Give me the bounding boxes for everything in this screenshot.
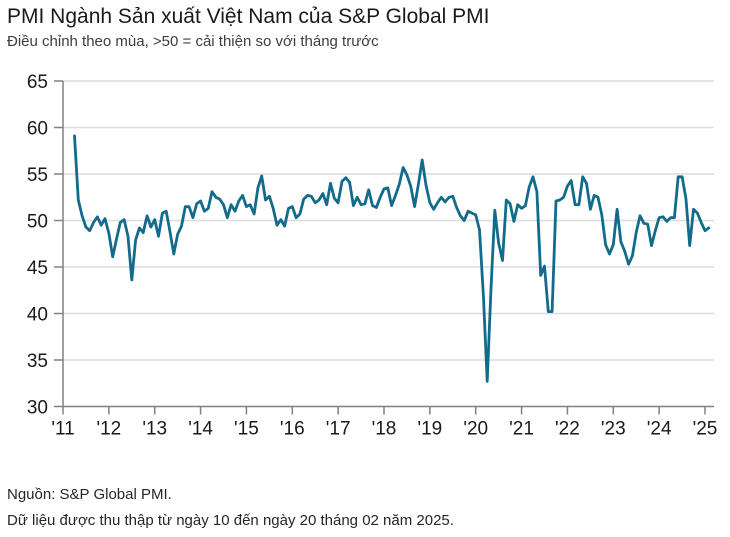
svg-text:'20: '20	[463, 419, 488, 440]
chart-subtitle: Điều chỉnh theo mùa, >50 = cải thiện so …	[7, 33, 379, 50]
svg-text:'13: '13	[142, 419, 167, 440]
svg-text:55: 55	[27, 165, 48, 186]
source-note: Nguồn: S&P Global PMI.	[7, 486, 172, 503]
svg-text:50: 50	[27, 212, 48, 233]
svg-text:40: 40	[27, 305, 48, 326]
svg-text:35: 35	[27, 351, 48, 372]
svg-text:'21: '21	[509, 419, 534, 440]
svg-text:'11: '11	[51, 419, 74, 440]
svg-text:'16: '16	[280, 419, 305, 440]
svg-text:65: 65	[27, 72, 48, 93]
svg-text:'18: '18	[372, 419, 397, 440]
svg-text:60: 60	[27, 119, 48, 140]
svg-text:'22: '22	[555, 419, 580, 440]
svg-text:'23: '23	[601, 419, 626, 440]
pmi-line-chart: 65 60 55 50 45 40 35 30'11 '12 '13 '14 '15 '16 '17 '18…	[27, 72, 718, 440]
page-title: PMI Ngành Sản xuất Việt Nam của S&P Glob…	[7, 5, 490, 28]
svg-text:'25: '25	[693, 419, 718, 440]
svg-text:45: 45	[27, 258, 48, 279]
svg-text:'14: '14	[188, 419, 213, 440]
svg-text:'15: '15	[234, 419, 259, 440]
data-collection-note: Dữ liệu được thu thập từ ngày 10 đến ngà…	[7, 512, 454, 529]
svg-text:30: 30	[27, 398, 48, 419]
svg-text:'19: '19	[417, 419, 442, 440]
svg-text:'12: '12	[96, 419, 121, 440]
svg-text:'17: '17	[326, 419, 351, 440]
svg-text:'24: '24	[647, 419, 672, 440]
